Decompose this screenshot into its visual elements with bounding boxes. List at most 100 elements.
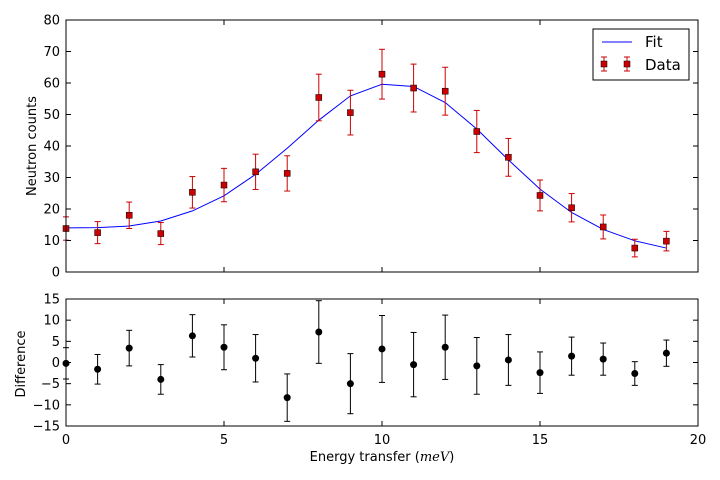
difference-marker — [346, 380, 354, 388]
data-marker — [94, 229, 101, 236]
bottom-y-ticks: −15 −10 −5 0 5 10 15 — [33, 293, 698, 435]
data-point — [663, 230, 670, 252]
bottom-ytick-label: 10 — [43, 314, 60, 329]
bottom-x-ticks: 0 5 10 15 20 — [62, 299, 706, 448]
fit-series — [65, 83, 667, 249]
bottom-xtick-label: 0 — [62, 433, 70, 448]
data-marker — [157, 230, 165, 237]
data-point — [599, 214, 607, 240]
bottom-ylabel: Difference — [14, 330, 29, 397]
difference-point — [188, 314, 196, 358]
bottom-ytick-label: 0 — [52, 356, 60, 371]
data-marker — [568, 204, 575, 211]
data-marker — [631, 244, 639, 252]
difference-point — [473, 337, 481, 395]
legend-fit-label: Fit — [645, 33, 663, 51]
top-ytick-label: 50 — [43, 108, 60, 123]
data-point — [220, 167, 228, 203]
bottom-ytick-label: 5 — [52, 335, 60, 350]
data-marker — [536, 192, 544, 199]
difference-marker — [283, 394, 291, 402]
data-point — [157, 222, 165, 246]
data-point — [410, 63, 417, 113]
data-point — [505, 137, 512, 177]
data-point — [252, 153, 259, 190]
difference-marker — [441, 343, 449, 351]
bottom-xtick-label: 5 — [220, 433, 228, 448]
difference-point — [378, 315, 386, 383]
data-marker — [220, 181, 228, 189]
difference-point — [252, 334, 260, 383]
difference-point — [536, 351, 544, 394]
top-ytick-label: 70 — [43, 45, 60, 60]
legend-box — [592, 28, 690, 81]
data-marker — [599, 223, 607, 231]
top-y-ticks: 0 10 20 30 40 50 60 70 80 — [43, 14, 698, 281]
bottom-ytick-label: −15 — [33, 420, 60, 435]
difference-marker — [410, 361, 418, 369]
top-ytick-label: 0 — [52, 266, 60, 281]
data-point — [125, 201, 133, 230]
difference-marker — [473, 362, 481, 370]
top-ytick-label: 60 — [43, 77, 60, 92]
difference-point — [315, 300, 323, 364]
data-point — [441, 66, 449, 116]
difference-point — [568, 336, 576, 376]
difference-point — [220, 324, 228, 371]
data-series — [62, 48, 670, 258]
top-ytick-label: 80 — [43, 14, 60, 29]
data-marker — [252, 168, 259, 176]
bottom-panel: −15 −10 −5 0 5 10 15 0 5 10 15 20 Difference Energ… — [14, 293, 706, 466]
x-axis-label-suffix: ) — [449, 450, 454, 465]
difference-point — [283, 373, 291, 422]
data-point — [568, 193, 575, 223]
difference-point — [504, 334, 512, 386]
data-point — [283, 155, 291, 192]
top-ytick-label: 20 — [43, 203, 60, 218]
x-axis-label-prefix: Energy transfer ( — [310, 450, 420, 465]
difference-marker — [220, 343, 228, 351]
legend: Fit Data — [592, 28, 690, 81]
difference-marker — [599, 355, 607, 363]
fit-line — [65, 83, 667, 249]
difference-point — [125, 329, 133, 367]
top-ylabel: Neutron counts — [25, 96, 40, 196]
difference-marker — [315, 328, 323, 336]
top-ytick-label: 40 — [43, 140, 60, 155]
bottom-ytick-label: 15 — [43, 293, 60, 308]
difference-marker — [125, 344, 133, 352]
bottom-ytick-label: −10 — [33, 398, 60, 413]
data-point — [347, 89, 354, 136]
difference-point — [631, 361, 639, 386]
difference-point — [410, 331, 418, 398]
data-marker — [410, 84, 417, 92]
difference-marker — [252, 354, 260, 362]
difference-point — [157, 364, 165, 395]
data-marker — [441, 87, 449, 95]
legend-data-swatch — [600, 56, 631, 72]
data-point — [94, 221, 101, 245]
difference-marker — [662, 349, 670, 357]
data-marker — [125, 212, 133, 219]
difference-marker — [504, 356, 512, 364]
bottom-xtick-label: 10 — [374, 433, 391, 448]
bottom-xtick-label: 20 — [690, 433, 707, 448]
top-panel: 0 10 20 30 40 50 60 70 80 Neutron counts Fit Dat… — [25, 14, 699, 281]
data-marker — [315, 94, 323, 101]
difference-series — [62, 300, 670, 422]
data-point — [473, 109, 481, 154]
data-point — [315, 73, 323, 122]
data-point — [189, 176, 196, 209]
bottom-xtick-label: 15 — [532, 433, 549, 448]
difference-point — [441, 314, 449, 380]
difference-marker — [631, 370, 639, 378]
difference-marker — [188, 332, 196, 340]
top-ytick-label: 30 — [43, 171, 60, 186]
data-marker — [283, 170, 291, 177]
difference-point — [599, 342, 607, 376]
data-marker — [505, 154, 512, 161]
top-ytick-label: 10 — [43, 234, 60, 249]
difference-marker — [536, 369, 544, 377]
data-marker — [663, 237, 670, 245]
